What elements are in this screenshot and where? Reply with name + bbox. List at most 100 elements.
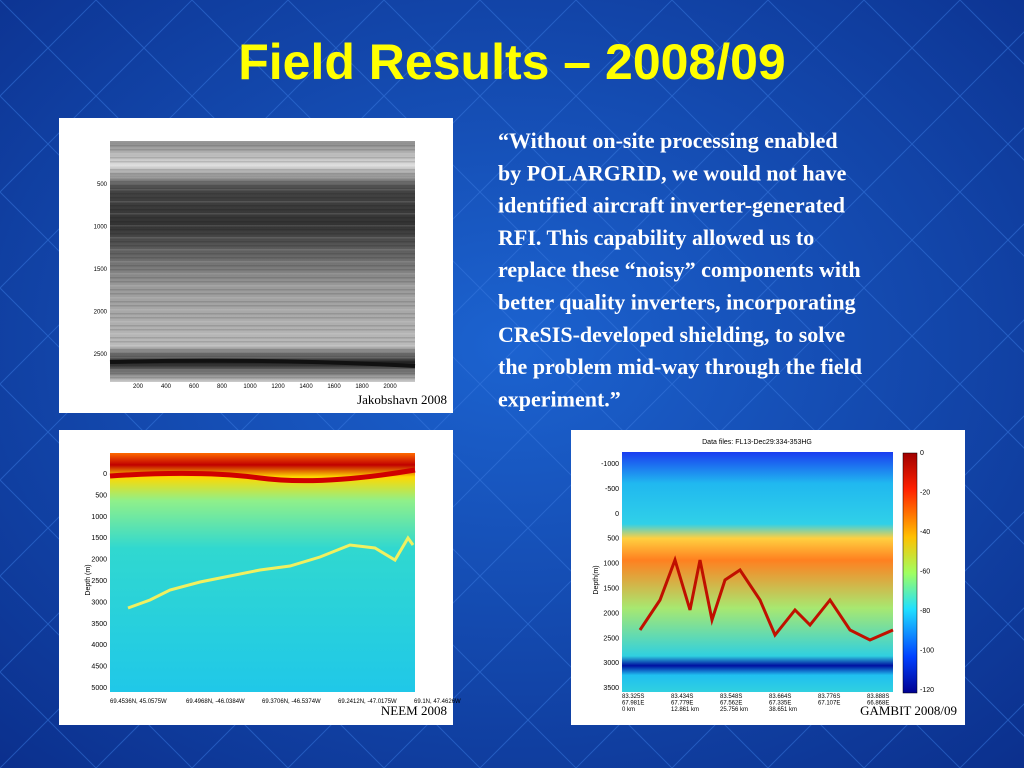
colorbar	[902, 452, 918, 694]
texture-stripe	[110, 273, 415, 275]
texture-stripe	[110, 225, 415, 227]
x-tick-label: 83.776S	[818, 694, 840, 700]
texture-stripe	[110, 173, 415, 175]
slide-title: Field Results – 2008/09	[238, 34, 786, 90]
x-tick-label: 83.548S	[720, 694, 742, 700]
y-tick-label: 1500	[603, 586, 619, 593]
x-tick-label: 600	[189, 384, 200, 390]
x-tick-label: 1600	[327, 384, 341, 390]
y-tick-label: 2000	[603, 610, 619, 617]
colorbar-tick-label: -80	[920, 608, 930, 615]
x-tick-label: 1800	[355, 384, 369, 390]
x-tick-label: 83.434S	[671, 694, 693, 700]
x-tick-label: 2000	[383, 384, 397, 390]
grid-line	[671, 0, 1024, 353]
texture-stripe	[110, 185, 415, 187]
texture-stripe	[110, 145, 415, 147]
texture-stripe	[110, 377, 415, 379]
y-tick-label: 1500	[94, 267, 108, 273]
radar-image	[622, 452, 893, 692]
texture-stripe	[110, 241, 415, 243]
x-tick-label: 800	[217, 384, 228, 390]
texture-stripe	[110, 141, 415, 143]
y-tick-label: 500	[95, 492, 107, 499]
grid-line	[863, 0, 1024, 161]
texture-stripe	[110, 369, 415, 371]
texture-stripe	[110, 249, 415, 251]
x-tick-label: 69.2412N, -47.0175W	[338, 699, 397, 705]
caption: NEEM 2008	[381, 703, 447, 718]
y-tick-label: 2500	[91, 578, 107, 585]
texture-stripe	[110, 313, 415, 315]
grid-line	[383, 0, 1024, 641]
y-tick-label: 3000	[91, 599, 107, 606]
y-tick-label: 1000	[91, 514, 107, 521]
x-tick-label: 1200	[271, 384, 285, 390]
x-tick-label: 200	[133, 384, 144, 390]
texture-stripe	[110, 237, 415, 239]
texture-stripe	[110, 149, 415, 151]
surface-echo	[109, 467, 416, 484]
texture-stripe	[110, 181, 415, 183]
x-tick-label: 83.325S	[622, 694, 644, 700]
texture-stripe	[110, 289, 415, 291]
x-tick-label: 69.3706N, -46.5374W	[262, 699, 321, 705]
y-tick-label: 4000	[91, 642, 107, 649]
grid-line	[767, 0, 1024, 257]
texture-stripe	[110, 357, 415, 359]
y-tick-label: 1500	[91, 535, 107, 542]
quote-line: “Without on-site processing enabled	[498, 128, 838, 153]
texture-stripe	[110, 281, 415, 283]
y-axis-label: Depth(m)	[593, 565, 600, 594]
texture-stripe	[110, 265, 415, 267]
x-tick-label: 1400	[299, 384, 313, 390]
x-tick-label: 400	[161, 384, 172, 390]
texture-stripe	[110, 317, 415, 319]
texture-stripe	[110, 165, 415, 167]
x-tick-label: 67.107E	[818, 701, 840, 707]
texture-stripe	[110, 201, 415, 203]
quote-line: by POLARGRID, we would not have	[498, 160, 847, 185]
texture-stripe	[110, 169, 415, 171]
x-tick-label: 67.779E	[671, 701, 693, 707]
y-tick-label: 0	[615, 511, 619, 518]
y-tick-label: 1000	[94, 225, 108, 231]
texture-stripe	[110, 325, 415, 327]
texture-stripe	[110, 253, 415, 255]
texture-stripe	[110, 333, 415, 335]
texture-stripe	[110, 285, 415, 287]
grid-line	[479, 0, 1024, 545]
texture-stripe	[110, 337, 415, 339]
texture-stripe	[110, 189, 415, 191]
texture-stripe	[110, 269, 415, 271]
x-tick-label: 69.1N, 47.4626W	[414, 699, 461, 705]
quote-line: replace these “noisy” components with	[498, 257, 861, 282]
y-tick-label: 1000	[603, 561, 619, 568]
texture-stripe	[110, 153, 415, 155]
texture-stripe	[110, 213, 415, 215]
texture-stripe	[110, 301, 415, 303]
colorbar-tick-label: -40	[920, 529, 930, 536]
quote-line: the problem mid-way through the field	[498, 354, 862, 379]
y-tick-label: 3500	[91, 621, 107, 628]
quote-line: better quality inverters, incorporating	[498, 290, 856, 315]
colorbar-tick-label: -60	[920, 569, 930, 576]
x-tick-label: 66.868E	[867, 701, 889, 707]
texture-stripe	[110, 373, 415, 375]
texture-stripe	[110, 229, 415, 231]
radar-image	[110, 453, 415, 692]
texture-stripe	[110, 233, 415, 235]
x-tick-label: 12.861 km	[671, 707, 699, 713]
texture-stripe	[110, 209, 415, 211]
y-tick-label: -1000	[601, 461, 619, 468]
y-tick-label: 4500	[91, 664, 107, 671]
y-tick-label: 500	[97, 182, 108, 188]
caption: GAMBIT 2008/09	[860, 703, 957, 718]
texture-stripe	[110, 217, 415, 219]
texture-stripe	[110, 345, 415, 347]
y-tick-label: 2000	[91, 557, 107, 564]
texture-stripe	[110, 321, 415, 323]
x-tick-label: 38.651 km	[769, 707, 797, 713]
texture-stripe	[110, 197, 415, 199]
